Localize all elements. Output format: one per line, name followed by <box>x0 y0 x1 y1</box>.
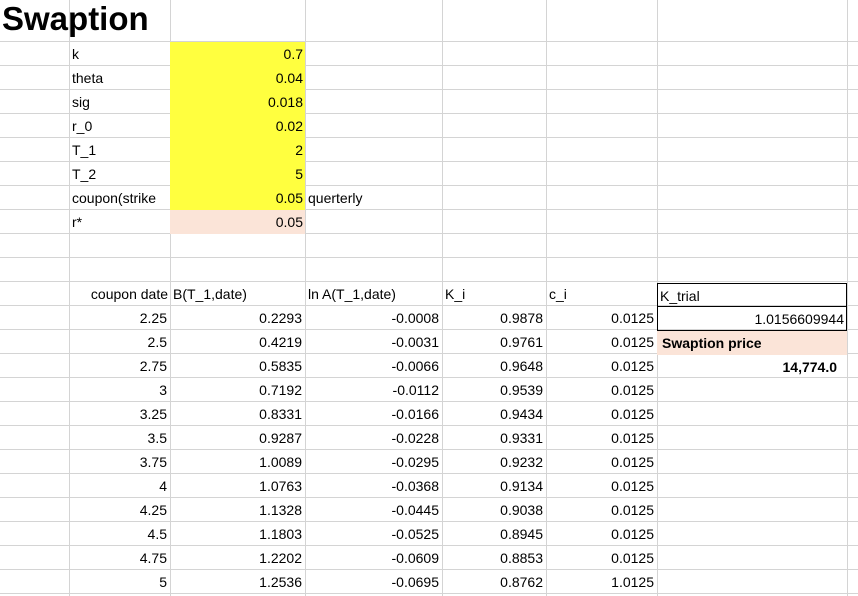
table-header[interactable]: B(T_1,date) <box>173 286 247 302</box>
table-header[interactable]: c_i <box>549 286 567 302</box>
table-cell[interactable]: 0.8762 <box>500 574 543 590</box>
table-cell[interactable]: 2.5 <box>147 334 167 350</box>
table-header[interactable]: ln A(T_1,date) <box>308 286 396 302</box>
table-cell[interactable]: 1.2202 <box>259 550 302 566</box>
table-cell[interactable]: 1.0089 <box>259 454 302 470</box>
table-cell[interactable]: 0.4219 <box>259 334 302 350</box>
table-cell[interactable]: 0.7192 <box>259 382 302 398</box>
table-cell[interactable]: 2.75 <box>139 358 167 374</box>
table-cell[interactable]: 0.9331 <box>500 430 543 446</box>
param-label[interactable]: T_2 <box>72 166 97 182</box>
param-value[interactable]: 0.018 <box>170 90 305 114</box>
table-cell[interactable]: -0.0695 <box>391 574 439 590</box>
param-value[interactable]: 0.7 <box>170 42 305 66</box>
param-label[interactable]: T_1 <box>72 142 97 158</box>
table-header[interactable]: K_i <box>445 286 466 302</box>
param-value[interactable]: 0.02 <box>170 114 305 138</box>
table-header[interactable]: coupon date <box>90 286 168 302</box>
table-cell[interactable]: -0.0609 <box>391 550 439 566</box>
table-cell[interactable]: 0.0125 <box>611 454 654 470</box>
table-cell[interactable]: 0.9287 <box>259 430 302 446</box>
param-value[interactable]: 0.04 <box>170 66 305 90</box>
table-cell[interactable]: 0.8945 <box>500 526 543 542</box>
table-cell[interactable]: 0.0125 <box>611 526 654 542</box>
table-cell[interactable]: 0.9038 <box>500 502 543 518</box>
table-cell[interactable]: -0.0228 <box>391 430 439 446</box>
table-cell[interactable]: 4.75 <box>139 550 167 566</box>
table-cell[interactable]: -0.0368 <box>391 478 439 494</box>
table-cell[interactable]: -0.0445 <box>391 502 439 518</box>
table-cell[interactable]: 0.0125 <box>611 550 654 566</box>
param-label[interactable]: coupon(strike <box>72 190 157 206</box>
table-cell[interactable]: 0.2293 <box>259 310 302 326</box>
table-cell[interactable]: -0.0112 <box>392 382 439 398</box>
table-cell[interactable]: 1.0125 <box>611 574 654 590</box>
table-cell[interactable]: -0.0166 <box>391 406 439 422</box>
swaption-price-label[interactable]: Swaption price <box>657 331 847 355</box>
table-cell[interactable]: 5 <box>159 574 167 590</box>
table-cell[interactable]: 0.9878 <box>500 310 543 326</box>
table-cell[interactable]: 0.9232 <box>500 454 543 470</box>
table-cell[interactable]: 1.1803 <box>259 526 302 542</box>
sheet-title[interactable]: Swaption <box>2 0 149 37</box>
table-cell[interactable]: -0.0008 <box>391 310 439 326</box>
table-cell[interactable]: 4.25 <box>139 502 167 518</box>
table-cell[interactable]: -0.0066 <box>391 358 439 374</box>
table-cell[interactable]: 0.0125 <box>611 358 654 374</box>
table-cell[interactable]: 0.0125 <box>611 430 654 446</box>
table-cell[interactable]: 1.2536 <box>259 574 302 590</box>
table-cell[interactable]: 0.0125 <box>611 334 654 350</box>
param-note[interactable]: querterly <box>308 190 363 206</box>
table-cell[interactable]: 0.0125 <box>611 502 654 518</box>
table-cell[interactable]: -0.0525 <box>391 526 439 542</box>
table-cell[interactable]: 1.0763 <box>259 478 302 494</box>
param-value[interactable]: 0.05 <box>170 210 305 234</box>
table-cell[interactable]: 3 <box>159 382 167 398</box>
table-cell[interactable]: 4.5 <box>147 526 167 542</box>
param-label[interactable]: sig <box>72 94 90 110</box>
table-cell[interactable]: 0.8331 <box>259 406 302 422</box>
table-cell[interactable]: 0.0125 <box>611 406 654 422</box>
table-cell[interactable]: 2.25 <box>139 310 167 326</box>
table-cell[interactable]: 0.9648 <box>500 358 543 374</box>
param-value[interactable]: 2 <box>170 138 305 162</box>
table-cell[interactable]: 0.0125 <box>611 478 654 494</box>
param-label[interactable]: k <box>72 46 79 62</box>
param-value[interactable]: 0.05 <box>170 186 305 210</box>
table-cell[interactable]: -0.0031 <box>391 334 439 350</box>
param-label[interactable]: r_0 <box>72 118 93 134</box>
table-cell[interactable]: 0.0125 <box>611 310 654 326</box>
table-cell[interactable]: 0.9134 <box>500 478 543 494</box>
k-trial-value[interactable]: 1.0156609944 <box>657 307 847 331</box>
param-label[interactable]: r* <box>72 214 83 230</box>
table-cell[interactable]: 0.5835 <box>259 358 302 374</box>
table-cell[interactable]: 4 <box>159 478 167 494</box>
table-cell[interactable]: 3.75 <box>139 454 167 470</box>
table-cell[interactable]: 0.0125 <box>611 382 654 398</box>
table-cell[interactable]: 0.9761 <box>500 334 543 350</box>
param-label[interactable]: theta <box>72 70 104 86</box>
swaption-price-value[interactable]: 14,774.0 <box>782 359 838 375</box>
table-cell[interactable]: 3.25 <box>139 406 167 422</box>
table-cell[interactable]: -0.0295 <box>391 454 439 470</box>
table-cell[interactable]: 0.9539 <box>500 382 543 398</box>
table-cell[interactable]: 3.5 <box>147 430 167 446</box>
param-value[interactable]: 5 <box>170 162 305 186</box>
table-cell[interactable]: 0.8853 <box>500 550 543 566</box>
table-cell[interactable]: 0.9434 <box>500 406 543 422</box>
k-trial-label[interactable]: K_trial <box>657 283 847 307</box>
table-cell[interactable]: 1.1328 <box>259 502 302 518</box>
